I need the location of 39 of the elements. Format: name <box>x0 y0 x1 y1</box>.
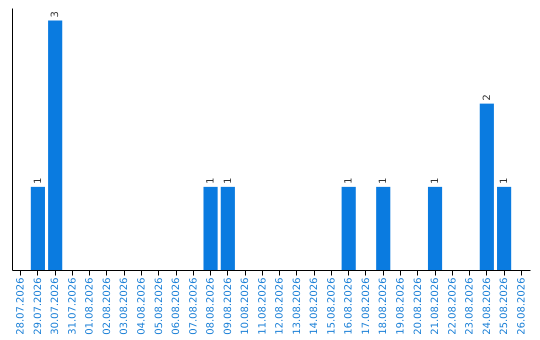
x-tick-label: 16.08.2026 <box>344 278 355 335</box>
x-tick-label: 11.08.2026 <box>257 278 268 335</box>
data-label: 1 <box>499 177 510 184</box>
x-tick-label: 07.08.2026 <box>188 278 200 335</box>
data-label: 1 <box>32 177 44 184</box>
x-tick-label: 31.07.2026 <box>67 278 78 335</box>
x-tick-label: 14.08.2026 <box>309 278 320 335</box>
x-tick-label: 30.07.2026 <box>50 278 62 335</box>
x-tick-label: 17.08.2026 <box>360 278 372 335</box>
data-label: 1 <box>344 177 355 184</box>
x-tick-label: 01.08.2026 <box>84 278 96 335</box>
x-tick-label: 13.08.2026 <box>292 278 303 335</box>
x-tick-label: 02.08.2026 <box>102 278 113 335</box>
x-tick-label: 26.08.2026 <box>516 278 528 335</box>
x-tick-label: 29.07.2026 <box>32 278 44 335</box>
x-tick-label: 22.08.2026 <box>447 278 458 335</box>
x-tick-label: 04.08.2026 <box>136 278 148 335</box>
data-label: 3 <box>50 11 62 18</box>
data-label: 1 <box>206 177 217 184</box>
x-tick-label: 24.08.2026 <box>482 278 493 335</box>
x-tick-label: 09.08.2026 <box>222 278 234 335</box>
x-tick-label: 06.08.2026 <box>171 278 182 335</box>
x-tick-label: 25.08.2026 <box>499 278 510 335</box>
x-tick-label: 28.07.2026 <box>16 278 27 335</box>
data-label: 2 <box>482 94 493 101</box>
x-tick-label: 10.08.2026 <box>240 278 252 335</box>
x-tick-label: 05.08.2026 <box>154 278 165 335</box>
x-tick-label: 23.08.2026 <box>464 278 476 335</box>
x-tick-label: 18.08.2026 <box>378 278 390 335</box>
data-label: 1 <box>430 177 442 184</box>
data-label: 1 <box>222 177 234 184</box>
x-tick-label: 21.08.2026 <box>430 278 442 335</box>
data-label: 1 <box>378 177 390 184</box>
x-tick-label: 19.08.2026 <box>396 278 406 335</box>
x-tick-label: 12.08.2026 <box>274 278 286 335</box>
x-tick-label: 20.08.2026 <box>412 278 424 335</box>
x-tick-label: 08.08.2026 <box>206 278 217 335</box>
x-tick-label: 15.08.2026 <box>326 278 338 335</box>
x-tick-label: 03.08.2026 <box>119 278 130 335</box>
